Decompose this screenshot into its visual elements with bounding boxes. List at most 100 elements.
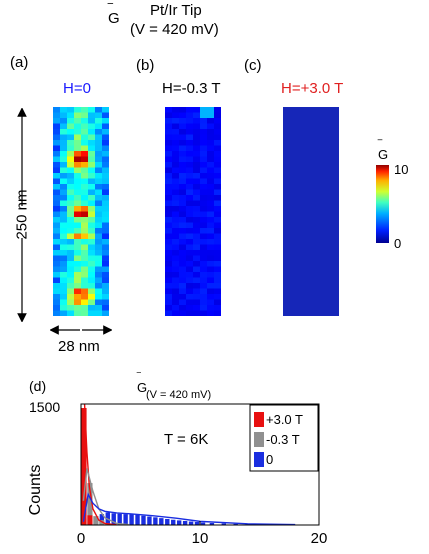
- map-cell: [193, 167, 201, 174]
- map-cell: [81, 222, 89, 229]
- map-cell: [81, 288, 89, 295]
- overbar-mark: ‾: [136, 372, 142, 384]
- map-cell: [207, 228, 215, 234]
- map-cell: [95, 145, 103, 152]
- map-cell: [193, 266, 201, 273]
- map-cell: [81, 277, 89, 284]
- map-cell: [53, 233, 61, 240]
- map-cell: [53, 266, 61, 273]
- map-cell: [95, 288, 103, 295]
- map-cell: [186, 250, 194, 256]
- map-cell: [95, 173, 103, 179]
- map-cell: [186, 211, 194, 218]
- map-cell: [200, 266, 208, 273]
- map-cell: [186, 305, 194, 311]
- map-cell: [214, 255, 221, 262]
- map-cell: [95, 250, 103, 256]
- map-cell: [193, 222, 201, 229]
- map-cell: [165, 123, 173, 130]
- map-cell: [102, 167, 109, 174]
- map-cell: [214, 233, 221, 240]
- map-cell: [88, 123, 96, 130]
- map-cell: [74, 107, 82, 113]
- map-cell: [172, 107, 180, 113]
- map-cell: [193, 305, 201, 311]
- legend-label-h0: 0: [266, 452, 273, 467]
- map-cell: [179, 118, 187, 124]
- map-cell: [179, 200, 187, 207]
- map-cell: [81, 118, 89, 124]
- map-cell: [74, 266, 82, 273]
- map-cell: [81, 206, 89, 212]
- map-cell: [179, 151, 187, 157]
- map-cell: [102, 145, 109, 152]
- map-cell: [102, 283, 109, 289]
- map-cell: [81, 167, 89, 174]
- map-cell: [214, 189, 221, 196]
- map-cell: [193, 239, 201, 245]
- map-cell: [95, 266, 103, 273]
- colorbar-min-label: 0: [394, 236, 402, 251]
- colorbar-gradient: [376, 165, 389, 243]
- map-cell: [60, 189, 68, 196]
- map-cell: [67, 178, 75, 185]
- map-cell: [179, 261, 187, 267]
- map-cell: [207, 266, 215, 273]
- map-cell: [81, 156, 89, 163]
- map-cell: [88, 294, 96, 300]
- map-cell: [67, 211, 75, 218]
- map-cell: [60, 228, 68, 234]
- map-cell: [53, 294, 61, 300]
- map-cell: [88, 184, 96, 190]
- map-cell: [200, 107, 208, 113]
- map-cell: [214, 178, 221, 185]
- map-cell: [88, 250, 96, 256]
- map-cell: [74, 288, 82, 295]
- map-cell: [81, 250, 89, 256]
- legend-label-m03: -0.3 T: [266, 432, 300, 447]
- map-cell: [53, 173, 61, 179]
- map-cell: [200, 167, 208, 174]
- map-cell: [207, 134, 215, 141]
- map-cell: [200, 272, 208, 278]
- map-cell: [186, 145, 194, 152]
- map-cell: [67, 299, 75, 306]
- map-cell: [207, 299, 215, 306]
- bar-h0: [188, 520, 195, 526]
- map-cell: [186, 118, 194, 124]
- map-cell: [81, 217, 89, 223]
- map-cell: [102, 239, 109, 245]
- map-cell: [74, 244, 82, 251]
- map-cell: [95, 255, 103, 262]
- map-cell: [95, 140, 103, 146]
- height-scale-label: 250 nm: [13, 189, 31, 240]
- map-cell: [207, 173, 215, 179]
- header-tip: Pt/Ir Tip: [150, 2, 202, 19]
- map-cell: [214, 261, 221, 267]
- map-cell: [74, 151, 82, 157]
- map-cell: [165, 217, 173, 223]
- map-cell: [60, 184, 68, 190]
- map-cell: [186, 167, 194, 174]
- map-cell: [193, 228, 201, 234]
- bar-h0: [140, 514, 147, 526]
- map-cell: [81, 294, 89, 300]
- map-cell: [193, 140, 201, 146]
- map-cell: [81, 239, 89, 245]
- map-cell: [53, 145, 61, 152]
- bar-m03: [87, 483, 93, 525]
- map-cell: [60, 129, 68, 135]
- map-cell: [186, 299, 194, 306]
- map-cell: [179, 222, 187, 229]
- map-cell: [81, 272, 89, 278]
- map-cell: [200, 140, 208, 146]
- map-cell: [179, 294, 187, 300]
- map-cell: [81, 266, 89, 273]
- map-cell: [172, 112, 180, 119]
- bar-h0: [152, 516, 159, 526]
- map-cell: [172, 233, 180, 240]
- map-cell: [53, 222, 61, 229]
- map-cell: [74, 140, 82, 146]
- map-cell: [81, 283, 89, 289]
- map-cell: [214, 112, 221, 119]
